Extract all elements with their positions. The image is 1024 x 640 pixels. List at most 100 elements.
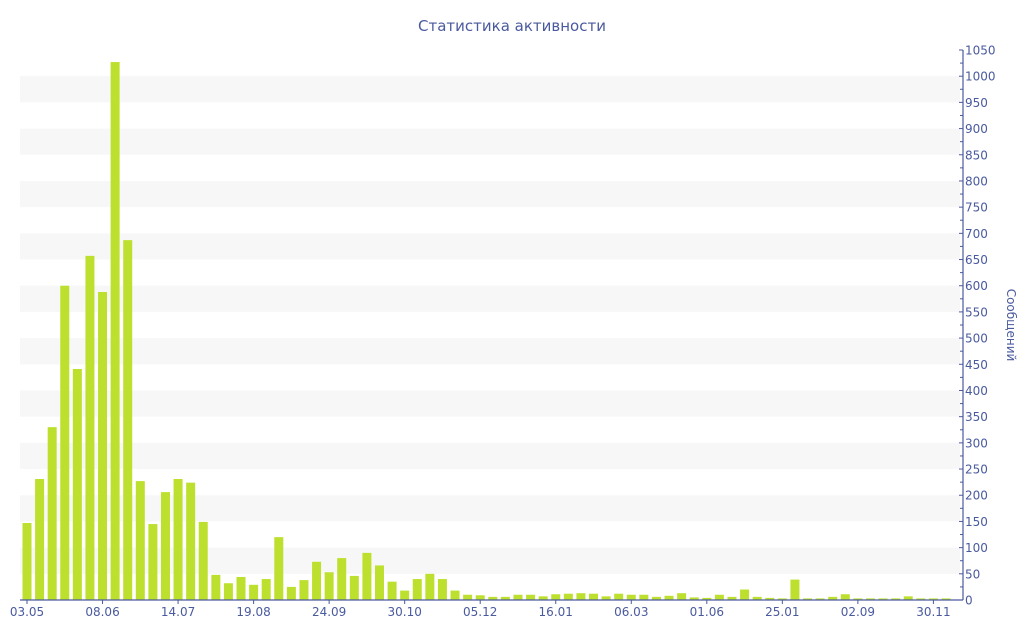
bar xyxy=(702,597,712,600)
bar xyxy=(475,595,485,600)
bar xyxy=(677,593,687,600)
y-tick-label: 350 xyxy=(965,410,988,424)
bars xyxy=(22,62,951,601)
bar xyxy=(576,593,586,600)
bar xyxy=(198,521,208,600)
bar xyxy=(828,596,838,600)
y-tick-label: 900 xyxy=(965,122,988,136)
bar xyxy=(727,596,737,600)
bar xyxy=(412,579,422,600)
bar xyxy=(437,579,447,600)
bar xyxy=(740,589,750,600)
bar xyxy=(626,594,636,600)
bar xyxy=(614,593,624,600)
x-tick-label: 25.01 xyxy=(765,605,799,619)
bar xyxy=(223,583,233,600)
bar xyxy=(526,594,536,600)
bar xyxy=(160,492,170,600)
x-tick-label: 01.06 xyxy=(690,605,724,619)
bar xyxy=(173,479,183,600)
y-tick-label: 0 xyxy=(965,594,973,608)
bar xyxy=(299,580,309,600)
bar xyxy=(274,537,284,600)
bar xyxy=(148,524,158,600)
x-tick-label: 19.08 xyxy=(236,605,270,619)
bar xyxy=(878,598,888,600)
y-tick-label: 550 xyxy=(965,305,988,319)
bar xyxy=(312,561,322,600)
x-tick-label: 30.11 xyxy=(916,605,950,619)
grid-bands xyxy=(20,76,960,574)
bar xyxy=(324,572,334,600)
bar xyxy=(22,523,32,600)
bar xyxy=(374,565,384,600)
bar xyxy=(689,597,699,600)
bar xyxy=(790,579,800,600)
bar xyxy=(261,579,271,600)
y-tick-label: 150 xyxy=(965,515,988,529)
x-axis: 03.05 08.06 14.07 19.08 24.09 30.10 05.12 16.01… xyxy=(10,599,963,619)
bar xyxy=(249,584,259,600)
bar xyxy=(928,598,938,600)
y-tick-label: 650 xyxy=(965,253,988,267)
y-tick-label: 950 xyxy=(965,96,988,110)
bar xyxy=(425,573,435,600)
y-tick-label: 500 xyxy=(965,332,988,346)
y-tick-label: 1000 xyxy=(965,70,996,84)
x-tick-label: 14.07 xyxy=(161,605,195,619)
bar xyxy=(714,594,724,600)
bar xyxy=(463,594,473,600)
bar xyxy=(72,369,82,600)
y-tick-label: 600 xyxy=(965,279,988,293)
y-axis: 0 50 100 150 200 250 300 350 400 450 500 550 600 650 7… xyxy=(959,44,996,608)
y-tick-label: 50 xyxy=(965,567,980,581)
bar xyxy=(513,594,523,600)
bar xyxy=(500,596,510,600)
bar xyxy=(349,575,359,600)
bar xyxy=(815,598,825,600)
bar xyxy=(840,594,850,600)
y-tick-label: 800 xyxy=(965,174,988,188)
x-tick-label: 06.03 xyxy=(614,605,648,619)
grid-band xyxy=(20,128,960,155)
x-tick-label: 08.06 xyxy=(85,605,119,619)
bar xyxy=(135,481,145,600)
y-tick-label: 100 xyxy=(965,541,988,555)
bar xyxy=(538,596,548,600)
bar xyxy=(664,595,674,600)
grid-band xyxy=(20,338,960,365)
grid-band xyxy=(20,180,960,208)
y-tick-label: 400 xyxy=(965,384,988,398)
bar xyxy=(286,586,296,600)
bar xyxy=(752,596,762,600)
bar xyxy=(601,596,611,600)
bar xyxy=(400,590,410,600)
x-tick-label: 24.09 xyxy=(312,605,346,619)
bar xyxy=(777,598,787,600)
y-tick-label: 850 xyxy=(965,148,988,162)
bar xyxy=(853,598,863,600)
bar xyxy=(60,285,70,600)
bar xyxy=(450,590,460,600)
bar xyxy=(563,593,573,600)
bar xyxy=(236,576,246,600)
y-axis-label: Сообщений xyxy=(1004,289,1018,362)
grid-band xyxy=(20,390,960,417)
y-tick-label: 200 xyxy=(965,489,988,503)
bar xyxy=(47,427,57,600)
grid-band xyxy=(20,76,960,103)
x-tick-label: 05.12 xyxy=(463,605,497,619)
bar xyxy=(551,594,561,600)
grid-band xyxy=(20,442,960,470)
bar xyxy=(123,240,133,600)
bar xyxy=(488,596,498,600)
bar xyxy=(211,574,221,600)
bar xyxy=(387,581,397,600)
bar xyxy=(916,598,926,600)
bar xyxy=(903,596,913,600)
x-tick-label: 02.09 xyxy=(841,605,875,619)
bar xyxy=(651,596,661,600)
bar xyxy=(110,62,120,601)
bar xyxy=(639,594,649,600)
